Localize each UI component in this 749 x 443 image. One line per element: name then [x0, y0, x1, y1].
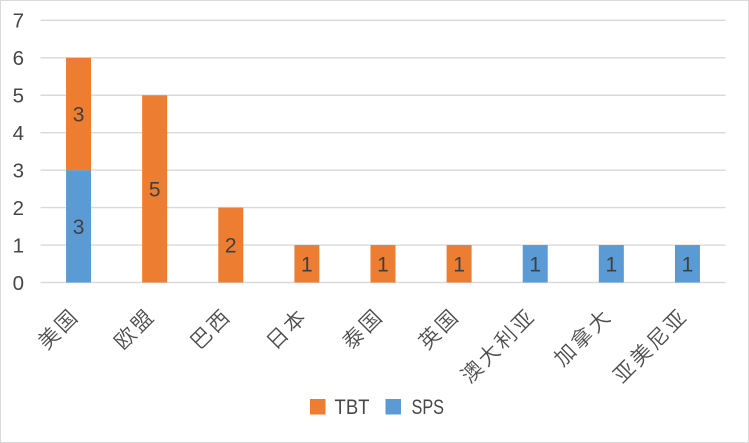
- category-label-亚美尼亚: [611, 308, 688, 384]
- y-tick-label-4: 4: [13, 122, 24, 145]
- x-axis-category-labels: [38, 308, 688, 384]
- y-tick-label-2: 2: [13, 197, 24, 220]
- y-axis-tick-labels: 0 1 2 3 4 5 6 7: [13, 10, 24, 295]
- category-label-巴西: [189, 308, 231, 349]
- bar-segment-tbt-欧盟: [142, 95, 168, 283]
- bar-segment-tbt-英国: [446, 245, 472, 283]
- y-tick-label-7: 7: [13, 10, 24, 33]
- legend-item-sps: SPS: [385, 396, 445, 419]
- legend-label-sps: SPS: [412, 396, 445, 419]
- bar-segment-sps-澳大利亚: [522, 245, 548, 283]
- category-label-英国: [417, 308, 460, 351]
- legend: TBT SPS: [310, 396, 444, 419]
- bar-segment-sps-加拿大: [598, 245, 624, 283]
- y-tick-label-3: 3: [13, 160, 24, 183]
- data-label: 1: [682, 253, 694, 276]
- bar-series: [66, 57, 700, 283]
- legend-swatch-sps: [385, 399, 401, 415]
- bar-segment-sps-美国: [66, 170, 92, 283]
- category-label-欧盟: [112, 308, 155, 351]
- data-label: 1: [453, 253, 465, 276]
- bar-segment-tbt-日本: [294, 245, 320, 283]
- bar-segment-sps-亚美尼亚: [674, 245, 700, 283]
- y-tick-label-5: 5: [13, 85, 24, 108]
- y-tick-label-0: 0: [13, 272, 24, 295]
- data-label: 1: [605, 253, 617, 276]
- bar-segment-tbt-巴西: [218, 207, 244, 283]
- data-label: 3: [73, 216, 85, 239]
- legend-swatch-tbt: [310, 399, 326, 415]
- bar-segment-tbt-美国: [66, 57, 92, 171]
- data-label: 5: [149, 178, 161, 201]
- data-label: 3: [73, 104, 85, 127]
- category-label-加拿大: [553, 311, 612, 368]
- legend-label-tbt: TBT: [335, 396, 370, 419]
- legend-item-tbt: TBT: [310, 396, 370, 419]
- category-label-美国: [38, 308, 79, 351]
- bar-segment-tbt-泰国: [370, 245, 396, 283]
- category-label-泰国: [341, 308, 383, 349]
- data-label: 1: [377, 253, 389, 276]
- y-tick-label-1: 1: [13, 234, 24, 257]
- data-label: 1: [529, 253, 541, 276]
- category-label-澳大利亚: [459, 308, 535, 384]
- data-label: 2: [225, 235, 237, 258]
- data-labels: 3 3 5 2 1 1 1 1 1 1: [73, 104, 694, 277]
- y-tick-label-6: 6: [13, 47, 24, 70]
- data-label: 1: [301, 253, 313, 276]
- category-label-日本: [266, 310, 305, 349]
